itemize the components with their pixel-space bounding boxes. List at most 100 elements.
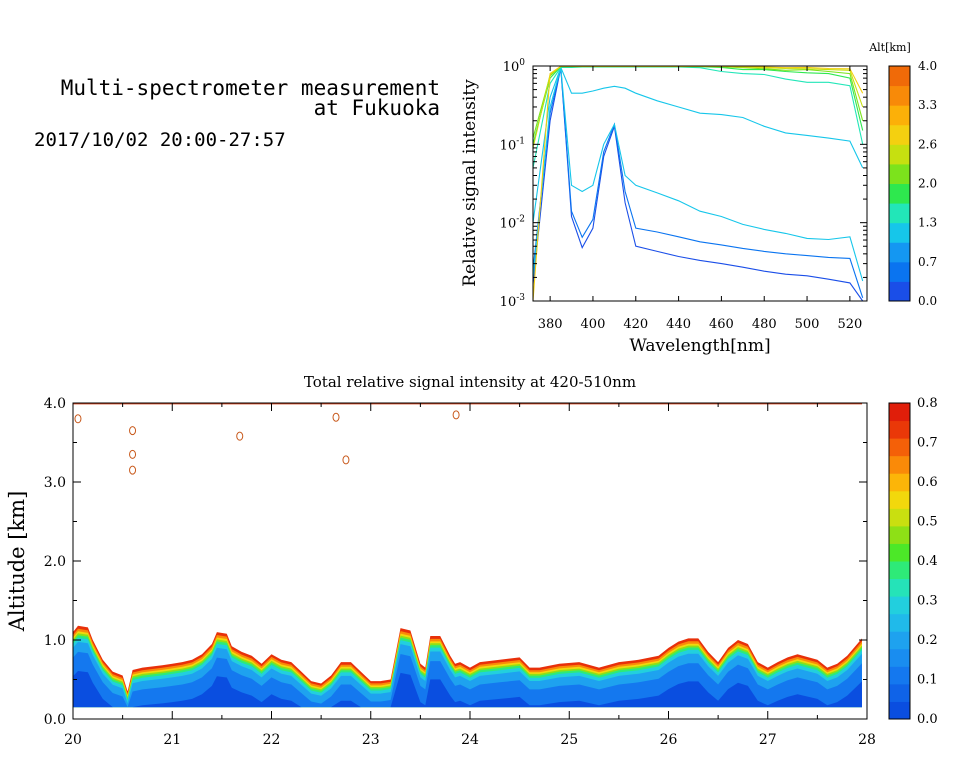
spectrum-line-4	[533, 66, 864, 223]
spectra-colorbar-segment	[889, 105, 910, 126]
spectra-y-axis-label: Relative signal intensity	[460, 79, 480, 287]
curtain-x-tick-label: 25	[560, 732, 578, 748]
curtain-y-tick-label: 2.0	[44, 554, 66, 570]
spectrum-line-2	[533, 67, 864, 298]
high-cloud-contour	[129, 449, 137, 459]
spectrum-line-5	[533, 66, 864, 169]
high-cloud-contour	[129, 426, 137, 436]
spectra-colorbar-segment	[889, 163, 910, 184]
spectra-x-tick-label: 440	[666, 317, 691, 332]
curtain-chart: Total relative signal intensity at 420-5…	[5, 373, 938, 748]
curtain-colorbar-tick-label: 0.8	[917, 396, 938, 411]
curtain-x-tick-label: 26	[660, 732, 678, 748]
spectra-colorbar-frame	[888, 65, 911, 302]
curtain-y-tick-label: 1.0	[44, 633, 66, 649]
curtain-colorbar-segment	[889, 490, 910, 509]
curtain-x-tick-label: 28	[858, 732, 876, 748]
curtain-title: Total relative signal intensity at 420-5…	[304, 373, 636, 391]
curtain-colorbar-tick-label: 0.3	[917, 594, 938, 609]
spectra-y-ticks: 10-3 10-2 10-1 100	[500, 58, 867, 310]
spectra-x-ticks: 380 400 420 440 460 480 500 520	[538, 66, 862, 332]
spectra-colorbar-segment	[889, 183, 910, 204]
spectra-colorbar-segment	[889, 242, 910, 263]
curtain-colorbar-segment	[889, 561, 910, 580]
curtain-y-tick-label: 3.0	[44, 475, 66, 491]
curtain-x-tick-label: 23	[362, 732, 380, 748]
spectra-y-tick-label: 10-2	[500, 215, 525, 232]
curtain-x-tick-label: 27	[759, 732, 777, 748]
high-cloud-contour	[129, 465, 137, 475]
curtain-colorbar-segment	[889, 596, 910, 615]
curtain-colorbar-segment	[889, 613, 910, 632]
title-line-2: at Fukuoka	[314, 96, 440, 120]
spectra-x-tick-label: 380	[538, 317, 563, 332]
curtain-heatmap	[73, 403, 863, 708]
curtain-colorbar-tick-label: 0.7	[917, 436, 938, 451]
curtain-colorbar-segment	[889, 525, 910, 544]
spectrum-line-7	[533, 66, 864, 139]
spectra-y-tick-label: 10-1	[500, 136, 525, 153]
curtain-colorbar-tick-label: 0.1	[917, 673, 938, 688]
spectra-colorbar-tick-label: 2.6	[918, 137, 937, 151]
high-cloud-contour	[236, 431, 244, 441]
spectra-colorbar-tick-label: 0.0	[918, 294, 937, 308]
spectra-colorbar-label: Alt[km]	[868, 41, 911, 54]
spectra-colorbar-segment	[889, 281, 910, 302]
spectrum-line-1	[533, 67, 864, 301]
curtain-colorbar-segment	[889, 631, 910, 650]
spectra-colorbar: 0.0 0.7 1.3 2.0 2.6 3.3 4.0	[888, 59, 937, 308]
curtain-colorbar-segment	[889, 403, 910, 422]
curtain-y-tick-label: 0.0	[44, 712, 66, 728]
curtain-colorbar-segment	[889, 438, 910, 457]
high-cloud-contour	[452, 410, 460, 420]
curtain-x-ticks: 20 21 22 23 24 25 26 27 28	[64, 403, 876, 748]
spectra-x-tick-label: 480	[752, 317, 777, 332]
curtain-colorbar-segment	[889, 666, 910, 685]
curtain-colorbar-segment	[889, 648, 910, 667]
curtain-colorbar-segment	[889, 578, 910, 597]
spectra-colorbar-segment	[889, 66, 910, 87]
curtain-colorbar-frame	[888, 402, 911, 720]
curtain-x-tick-label: 22	[263, 732, 281, 748]
spectra-colorbar-tick-label: 3.3	[918, 98, 937, 112]
curtain-colorbar-tick-label: 0.6	[917, 475, 938, 490]
spectra-series-group	[533, 66, 864, 301]
spectra-y-tick-label: 100	[503, 58, 526, 75]
curtain-x-tick-label: 20	[64, 732, 82, 748]
curtain-colorbar-segment	[889, 473, 910, 492]
spectra-colorbar-segment	[889, 144, 910, 165]
spectrum-line-6	[533, 66, 864, 145]
spectra-x-tick-label: 500	[795, 317, 820, 332]
spectrum-line-3	[533, 67, 864, 282]
curtain-colorbar-tick-label: 0.5	[917, 515, 938, 530]
spectra-colorbar-segment	[889, 261, 910, 282]
spectra-colorbar-segment	[889, 124, 910, 145]
curtain-colorbar-segment	[889, 508, 910, 527]
curtain-colorbar-segment	[889, 701, 910, 720]
spectra-colorbar-tick-label: 4.0	[918, 59, 937, 73]
curtain-colorbar-segment	[889, 455, 910, 474]
curtain-colorbar-segment	[889, 543, 910, 562]
spectra-colorbar-segment	[889, 85, 910, 106]
measurement-datetime: 2017/10/02 20:00-27:57	[34, 129, 286, 151]
curtain-y-ticks: 0.0 1.0 2.0 3.0 4.0	[44, 396, 867, 728]
spectra-colorbar-segment	[889, 222, 910, 243]
high-cloud-contour	[74, 414, 82, 424]
spectra-colorbar-tick-label: 0.7	[918, 255, 937, 269]
curtain-x-tick-label: 21	[163, 732, 181, 748]
spectra-x-tick-label: 520	[837, 317, 862, 332]
spectra-x-axis-label: Wavelength[nm]	[629, 336, 770, 356]
curtain-colorbar-tick-label: 0.0	[917, 712, 938, 727]
curtain-colorbar-tick-label: 0.4	[917, 554, 938, 569]
spectra-x-tick-label: 460	[709, 317, 734, 332]
high-cloud-contour	[332, 412, 340, 422]
spectra-chart: 380 400 420 440 460 480 500 520 10-3 10-2 10-1 100…	[460, 41, 937, 356]
spectra-x-tick-label: 420	[623, 317, 648, 332]
curtain-y-tick-label: 4.0	[44, 396, 66, 412]
curtain-colorbar-segment	[889, 683, 910, 702]
spectra-plot-frame	[532, 65, 868, 302]
curtain-colorbar: 0.0 0.1 0.2 0.3 0.4 0.5 0.6 0.7 0.8	[888, 396, 938, 727]
high-cloud-contour	[342, 455, 350, 465]
curtain-intensity-band-9	[73, 671, 862, 708]
